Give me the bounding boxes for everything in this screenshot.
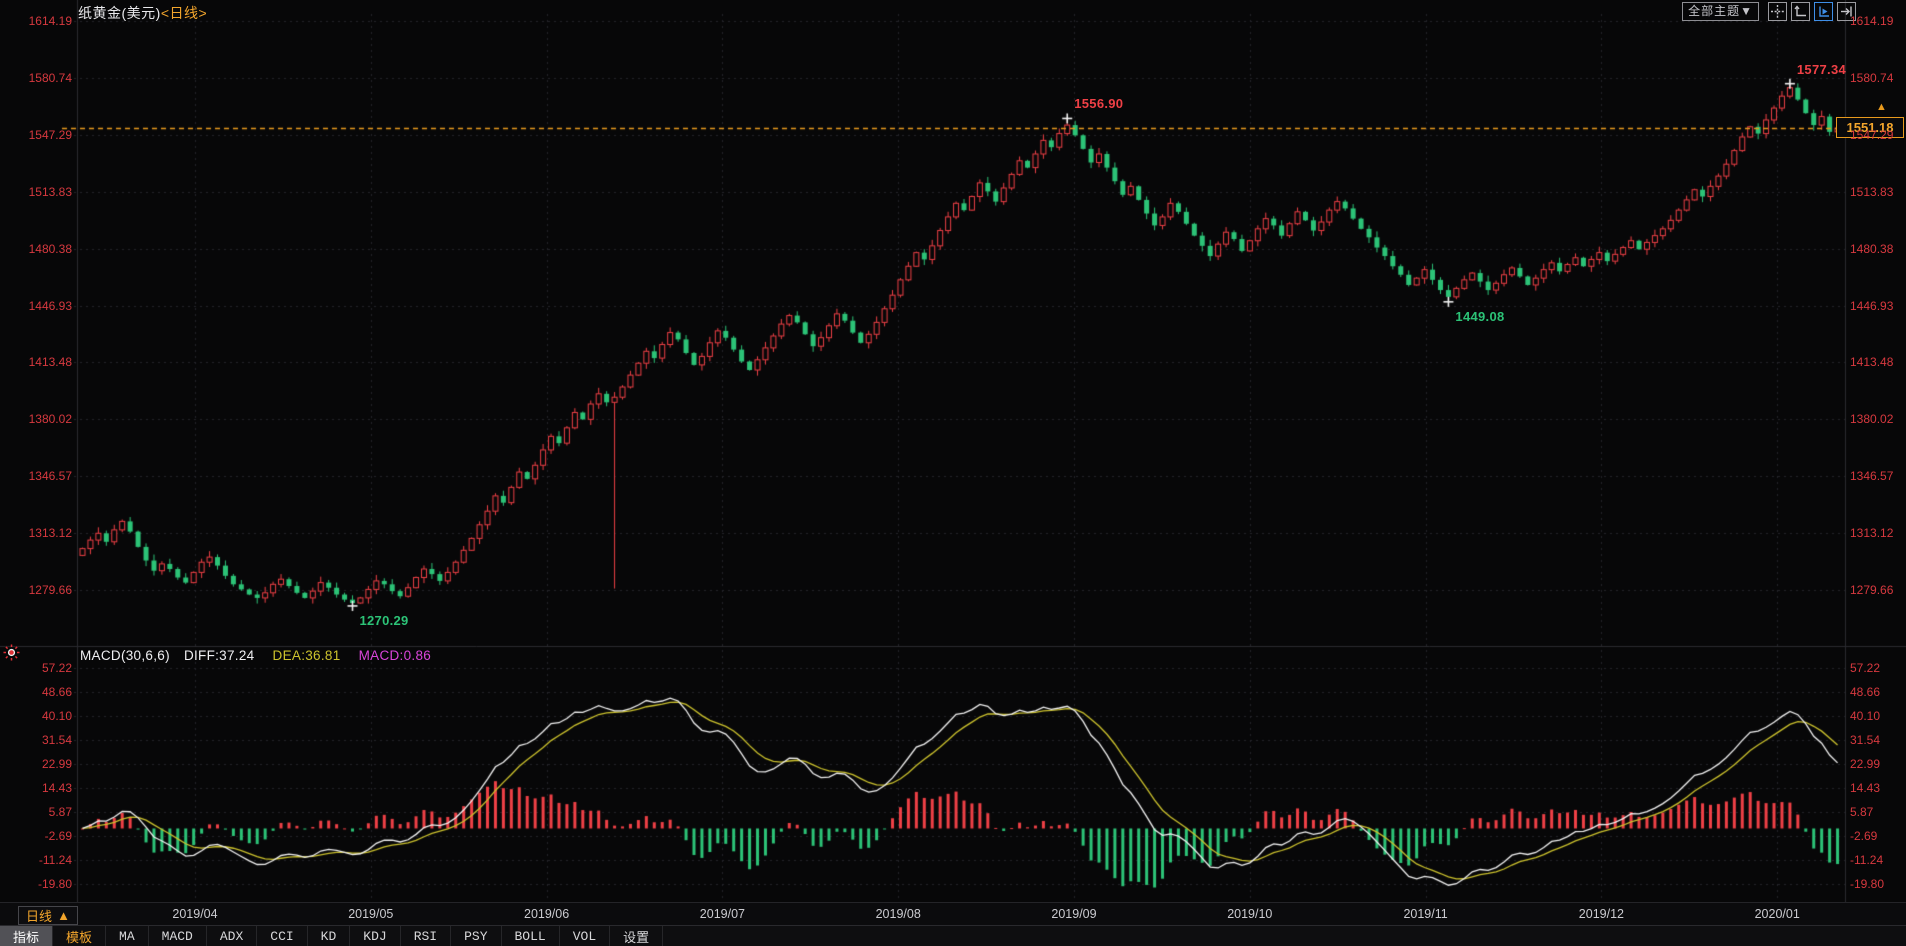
price-axis-label-right: 1480.38 xyxy=(1850,241,1894,256)
macd-axis-label-left: 57.22 xyxy=(41,661,72,675)
price-axis-label-left: 1480.38 xyxy=(28,241,72,256)
macd-diff-value: DIFF:37.24 xyxy=(183,648,255,663)
macd-axis-label-right: 5.87 xyxy=(1850,805,1874,819)
macd-axis-label-left: -19.80 xyxy=(37,877,72,891)
price-axis-label-right: 1614.19 xyxy=(1850,14,1894,28)
price-axis-label-left: 1513.83 xyxy=(28,184,72,199)
price-annotation: 1577.34 xyxy=(1796,61,1846,77)
time-axis-label: 2019/11 xyxy=(1403,907,1448,921)
price-axis-label-right: 1380.02 xyxy=(1850,412,1894,427)
topbar-controls: 全部主题▼ xyxy=(1682,2,1856,21)
axis-play-icon[interactable] xyxy=(1814,2,1833,21)
macd-axis-label-right: 40.10 xyxy=(1850,709,1881,723)
xaxis-row xyxy=(0,902,1906,926)
macd-axis-label-left: -11.24 xyxy=(38,853,72,867)
macd-axis-label-right: 31.54 xyxy=(1850,733,1881,747)
price-annotation: 1270.29 xyxy=(359,612,409,628)
indicator-tab-ADX[interactable]: ADX xyxy=(207,926,258,946)
macd-axis-label-right: -2.69 xyxy=(1850,829,1878,843)
chevron-down-icon: ▼ xyxy=(1740,4,1753,18)
macd-axis-label-right: 48.66 xyxy=(1850,685,1881,699)
price-axis-label-left: 1580.74 xyxy=(28,70,72,85)
price-axis-label-left: 1547.29 xyxy=(28,127,72,142)
time-axis-label: 2020/01 xyxy=(1754,907,1800,921)
price-annotation: 1556.90 xyxy=(1074,96,1124,112)
price-axis-label-right: 1413.48 xyxy=(1850,355,1894,370)
price-axis-label-right: 1346.57 xyxy=(1850,469,1894,484)
macd-macd-value: MACD:0.86 xyxy=(358,648,432,663)
time-axis-label: 2019/07 xyxy=(699,907,745,921)
indicator-tab-模板[interactable]: 模板 xyxy=(53,926,107,946)
indicator-tab-CCI[interactable]: CCI xyxy=(257,926,308,946)
macd-axis-label-right: 14.43 xyxy=(1850,781,1881,795)
indicator-tab-VOL[interactable]: VOL xyxy=(560,926,611,946)
macd-dea-value: DEA:36.81 xyxy=(272,648,341,663)
price-axis-label-right: 1513.83 xyxy=(1850,184,1894,199)
price-axis-label-left: 1279.66 xyxy=(28,583,72,597)
axis-scale-icon[interactable] xyxy=(1791,2,1810,21)
chevron-up-icon: ▲ xyxy=(57,908,70,923)
indicator-tab-RSI[interactable]: RSI xyxy=(401,926,452,946)
time-axis-label: 2019/08 xyxy=(875,907,921,921)
price-axis-label-left: 1313.12 xyxy=(28,526,72,541)
macd-axis-label-left: 14.43 xyxy=(41,781,72,795)
time-axis-label: 2019/12 xyxy=(1578,907,1624,921)
price-axis-label-left: 1380.02 xyxy=(28,412,72,427)
current-price-tag: 1551.18 xyxy=(1836,117,1904,138)
period-tag: <日线> xyxy=(160,5,208,21)
indicator-tab-KD[interactable]: KD xyxy=(308,926,351,946)
move-tool-icon[interactable] xyxy=(1768,2,1787,21)
indicator-burst-icon[interactable] xyxy=(3,644,20,666)
macd-axis-label-left: 40.10 xyxy=(41,709,72,723)
macd-axis-label-right: -19.80 xyxy=(1850,877,1885,891)
indicator-tab-KDJ[interactable]: KDJ xyxy=(350,926,401,946)
macd-axis-label-left: -2.69 xyxy=(44,829,72,843)
macd-name: MACD(30,6,6) xyxy=(80,648,170,663)
indicator-tab-bar: 指标 模板 MA MACD ADX CCI KD KDJ RSI PSY BOLL VOL 设置 xyxy=(0,925,1906,946)
chart-canvas[interactable] xyxy=(0,0,1906,902)
price-annotation: 1449.08 xyxy=(1455,308,1505,324)
indicator-tab-MACD[interactable]: MACD xyxy=(149,926,207,946)
indicator-tab-PSY[interactable]: PSY xyxy=(451,926,502,946)
macd-axis-label-right: -11.24 xyxy=(1850,853,1884,867)
macd-axis-label-left: 48.66 xyxy=(41,685,72,699)
theme-dropdown-button[interactable]: 全部主题▼ xyxy=(1682,2,1759,21)
macd-indicator-header: MACD(30,6,6) DIFF:37.24 DEA:36.81 MACD:0… xyxy=(80,648,431,663)
time-axis-label: 2019/05 xyxy=(348,907,394,921)
price-axis-label-right: 1313.12 xyxy=(1850,526,1894,541)
macd-axis-label-left: 31.54 xyxy=(41,733,72,747)
indicator-tab-设置[interactable]: 设置 xyxy=(610,926,664,946)
indicator-tab-BOLL[interactable]: BOLL xyxy=(502,926,560,946)
macd-axis-label-right: 57.22 xyxy=(1850,661,1881,675)
time-axis-label: 2019/06 xyxy=(524,907,570,921)
price-axis-label-left: 1413.48 xyxy=(28,355,72,370)
price-axis-label-left: 1614.19 xyxy=(28,14,72,28)
price-axis-label-right: 1547.29 xyxy=(1850,127,1894,142)
chart-title: 纸黄金(美元)<日线> xyxy=(78,3,207,23)
instrument-name: 纸黄金(美元) xyxy=(78,5,161,21)
price-axis-label-right: 1580.74 xyxy=(1850,70,1894,85)
price-axis-label-left: 1446.93 xyxy=(28,298,72,313)
time-axis-label: 2019/09 xyxy=(1051,907,1097,921)
price-axis-label-right: 1446.93 xyxy=(1850,298,1894,313)
macd-axis-label-left: 22.99 xyxy=(41,757,72,771)
macd-axis-label-right: 22.99 xyxy=(1850,757,1881,771)
indicator-tab-MA[interactable]: MA xyxy=(106,926,149,946)
indicator-tab-指标[interactable]: 指标 xyxy=(0,926,54,946)
snap-to-edge-icon[interactable] xyxy=(1837,2,1856,21)
price-axis-label-left: 1346.57 xyxy=(28,469,72,484)
time-axis-label: 2019/04 xyxy=(172,907,218,921)
price-axis-label-right: 1279.66 xyxy=(1850,583,1894,597)
time-axis-label: 2019/10 xyxy=(1227,907,1273,921)
macd-axis-label-left: 5.87 xyxy=(48,805,72,819)
period-selector[interactable]: 日线 ▲ xyxy=(18,906,78,925)
price-direction-marker: ▲ xyxy=(1876,101,1887,113)
